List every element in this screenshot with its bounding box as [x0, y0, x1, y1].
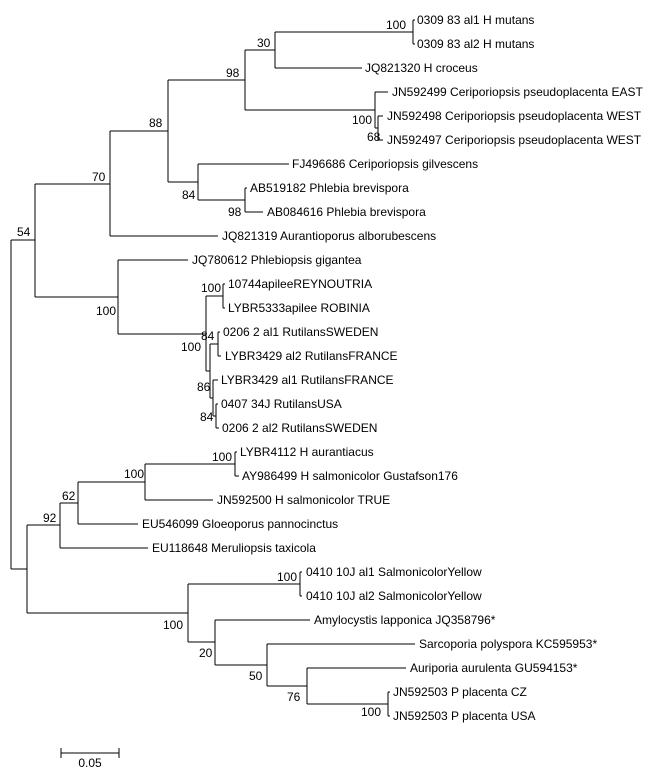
- taxon-label: 0410 10J al1 SalmonicolorYellow: [306, 565, 482, 579]
- taxon-label: EU118648 Meruliopsis taxicola: [152, 541, 316, 555]
- taxon-label: 0309 83 al2 H mutans: [417, 37, 534, 51]
- bootstrap-value: 76: [287, 690, 301, 704]
- bootstrap-value: 68: [367, 130, 381, 144]
- taxon-label: AY986499 H salmonicolor Gustafson176: [242, 469, 458, 483]
- bootstrap-value: 92: [43, 511, 57, 525]
- taxon-label: JN592500 H salmonicolor TRUE: [217, 493, 390, 507]
- taxon-label: EU546099 Gloeoporus pannocinctus: [142, 517, 338, 531]
- bootstrap-value: 100: [124, 467, 144, 481]
- taxon-labels: 0309 83 al1 H mutans 0309 83 al2 H mutans…: [142, 13, 643, 723]
- bootstrap-value: 54: [17, 225, 31, 239]
- bootstrap-value: 100: [352, 113, 372, 127]
- taxon-label: JN592497 Ceriporiopsis pseudoplacenta WE…: [387, 133, 642, 147]
- bootstrap-value: 100: [96, 304, 116, 318]
- bootstrap-value: 100: [201, 281, 221, 295]
- bootstrap-value: 88: [149, 116, 163, 130]
- bootstrap-value: 30: [257, 36, 271, 50]
- scale-bar-label: 0.05: [78, 756, 102, 770]
- taxon-label: JQ821320 H croceus: [365, 61, 478, 75]
- bootstrap-value: 62: [62, 489, 76, 503]
- taxon-label: LYBR5333apilee ROBINIA: [228, 301, 370, 315]
- bootstrap-value: 100: [386, 18, 406, 32]
- bootstrap-value: 70: [92, 170, 106, 184]
- bootstrap-value: 100: [163, 618, 183, 632]
- taxon-label: 10744apileeREYNOUTRIA: [228, 277, 372, 291]
- taxon-label: JN592498 Ceriporiopsis pseudoplacenta WE…: [387, 109, 642, 123]
- bootstrap-value: 50: [249, 669, 263, 683]
- taxon-label: 0206 2 al2 RutilansSWEDEN: [222, 421, 377, 435]
- bootstrap-value: 100: [361, 705, 381, 719]
- taxon-label: AB084616 Phlebia brevispora: [267, 205, 426, 219]
- bootstrap-value: 86: [197, 380, 211, 394]
- scale-bar: 0.05: [60, 748, 120, 770]
- taxon-label: FJ496686 Ceriporiopsis gilvescens: [292, 157, 478, 171]
- taxon-label: Amylocystis lapponica JQ358796*: [314, 613, 496, 627]
- taxon-label: JN592503 P placenta CZ: [393, 685, 527, 699]
- taxon-label: 0206 2 al1 RutilansSWEDEN: [223, 325, 378, 339]
- bootstrap-value: 20: [199, 646, 213, 660]
- bootstrap-value: 84: [201, 329, 215, 343]
- taxon-label: JN592499 Ceriporiopsis pseudoplacenta EA…: [392, 85, 643, 99]
- bootstrap-values: 1003098100688884987054100100841008684100…: [17, 18, 406, 719]
- taxon-label: LYBR4112 H aurantiacus: [240, 445, 374, 459]
- taxon-label: AB519182 Phlebia brevispora: [250, 181, 409, 195]
- taxon-label: JQ821319 Aurantioporus alborubescens: [222, 229, 436, 243]
- bootstrap-value: 84: [182, 188, 196, 202]
- taxon-label: 0410 10J al2 SalmonicolorYellow: [306, 589, 482, 603]
- bootstrap-value: 98: [228, 205, 242, 219]
- tree-branches: [10, 19, 415, 717]
- taxon-label: Auriporia aurulenta GU594153*: [410, 661, 578, 675]
- bootstrap-value: 100: [277, 570, 297, 584]
- taxon-label: LYBR3429 al2 RutilansFRANCE: [225, 349, 398, 363]
- bootstrap-value: 84: [200, 410, 214, 424]
- taxon-label: 0407 34J RutilansUSA: [221, 397, 342, 411]
- taxon-label: JN592503 P placenta USA: [393, 709, 536, 723]
- bootstrap-value: 100: [212, 450, 232, 464]
- taxon-label: 0309 83 al1 H mutans: [417, 13, 534, 27]
- taxon-label: JQ780612 Phlebiopsis gigantea: [192, 253, 362, 267]
- taxon-label: Sarcoporia polyspora KC595953*: [419, 637, 597, 651]
- bootstrap-value: 100: [181, 340, 201, 354]
- taxon-label: LYBR3429 al1 RutilansFRANCE: [221, 373, 394, 387]
- bootstrap-value: 98: [226, 66, 240, 80]
